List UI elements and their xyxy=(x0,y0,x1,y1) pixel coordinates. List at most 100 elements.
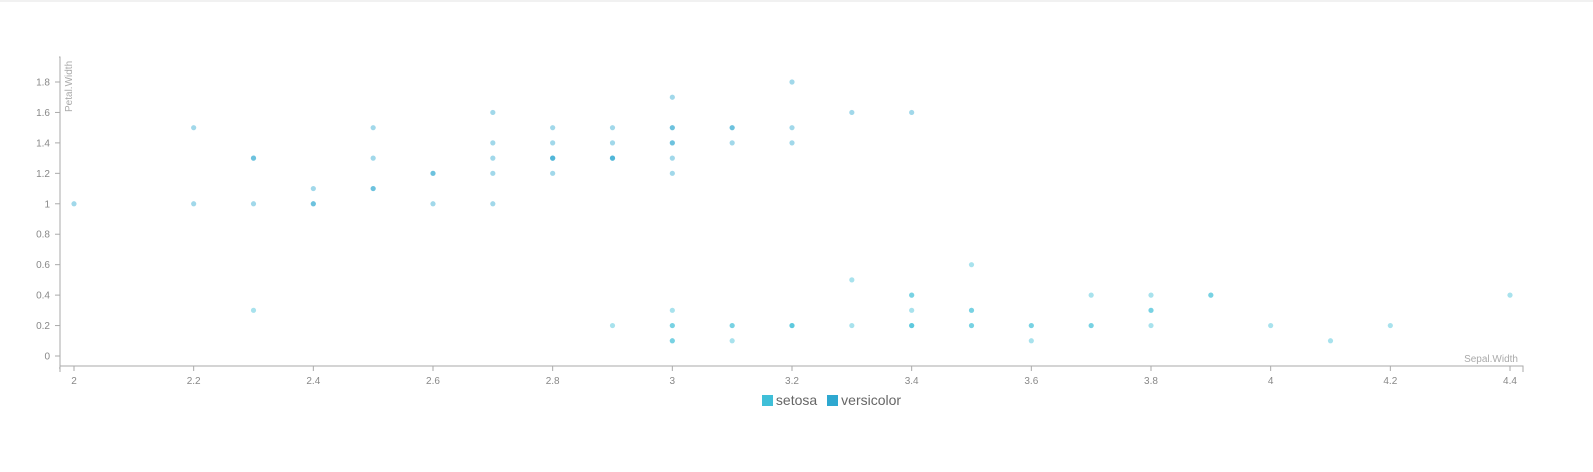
data-point-setosa[interactable] xyxy=(789,322,795,329)
data-point-versicolor[interactable] xyxy=(250,155,257,161)
data-point-versicolor[interactable] xyxy=(490,109,496,116)
data-point-setosa[interactable] xyxy=(669,338,675,344)
data-point-versicolor[interactable] xyxy=(609,155,616,161)
data-point-versicolor[interactable] xyxy=(669,125,675,131)
y-tick-label: 1.8 xyxy=(36,78,50,89)
y-tick-label: 0 xyxy=(44,352,50,363)
data-point-versicolor[interactable] xyxy=(250,155,257,161)
data-point-setosa[interactable] xyxy=(669,322,675,329)
data-point-versicolor[interactable] xyxy=(550,125,556,131)
data-point-versicolor[interactable] xyxy=(609,125,616,131)
data-point-setosa[interactable] xyxy=(1327,338,1334,344)
data-point-versicolor[interactable] xyxy=(370,185,376,192)
data-point-setosa[interactable] xyxy=(1148,322,1154,329)
data-point-versicolor[interactable] xyxy=(191,201,197,207)
data-point-versicolor[interactable] xyxy=(789,140,795,146)
data-point-setosa[interactable] xyxy=(1028,338,1034,344)
data-point-versicolor[interactable] xyxy=(250,201,257,207)
data-point-setosa[interactable] xyxy=(789,322,795,329)
data-point-versicolor[interactable] xyxy=(430,170,436,176)
data-point-versicolor[interactable] xyxy=(71,201,77,207)
data-point-setosa[interactable] xyxy=(1208,292,1214,298)
data-point-setosa[interactable] xyxy=(968,307,975,313)
data-point-versicolor[interactable] xyxy=(669,170,675,176)
data-point-setosa[interactable] xyxy=(729,322,735,329)
x-tick-label: 4 xyxy=(1268,376,1274,387)
data-point-versicolor[interactable] xyxy=(789,125,795,131)
x-tick-label: 2.2 xyxy=(187,376,201,387)
data-point-setosa[interactable] xyxy=(909,322,915,329)
data-point-versicolor[interactable] xyxy=(789,79,795,85)
data-point-versicolor[interactable] xyxy=(550,155,556,161)
data-point-versicolor[interactable] xyxy=(550,155,556,161)
data-point-versicolor[interactable] xyxy=(490,155,496,161)
data-point-versicolor[interactable] xyxy=(609,155,616,161)
data-point-setosa[interactable] xyxy=(1028,322,1034,329)
data-point-setosa[interactable] xyxy=(909,292,915,298)
data-point-setosa[interactable] xyxy=(609,322,616,329)
data-point-setosa[interactable] xyxy=(669,307,675,313)
data-point-versicolor[interactable] xyxy=(729,125,735,131)
data-point-setosa[interactable] xyxy=(968,322,975,329)
data-point-setosa[interactable] xyxy=(1148,307,1154,313)
data-point-setosa[interactable] xyxy=(669,322,675,329)
data-point-versicolor[interactable] xyxy=(430,201,436,207)
data-point-versicolor[interactable] xyxy=(550,170,556,176)
data-point-setosa[interactable] xyxy=(1088,292,1094,298)
data-point-setosa[interactable] xyxy=(1507,292,1513,298)
data-point-versicolor[interactable] xyxy=(490,201,496,207)
y-tick-label: 0.4 xyxy=(36,291,50,302)
data-point-versicolor[interactable] xyxy=(669,140,675,146)
legend-item-setosa[interactable]: setosa xyxy=(761,392,818,408)
data-point-setosa[interactable] xyxy=(1148,307,1154,313)
data-point-setosa[interactable] xyxy=(1148,292,1154,298)
data-point-versicolor[interactable] xyxy=(310,201,316,207)
data-point-versicolor[interactable] xyxy=(490,170,496,176)
x-axis: 2 2.2 2.4 2.6 2.8 3 3.2 3.4 3.6 3.8 4 4.2 4.4 xyxy=(59,365,1524,387)
data-point-setosa[interactable] xyxy=(1268,322,1274,329)
data-point-versicolor[interactable] xyxy=(550,155,556,161)
legend-label-setosa: setosa xyxy=(775,392,818,408)
data-point-setosa[interactable] xyxy=(968,307,975,313)
data-point-versicolor[interactable] xyxy=(370,185,376,192)
data-point-versicolor[interactable] xyxy=(669,125,675,131)
data-point-versicolor[interactable] xyxy=(909,109,915,116)
data-point-setosa[interactable] xyxy=(1028,322,1034,329)
data-point-versicolor[interactable] xyxy=(370,155,376,161)
data-point-versicolor[interactable] xyxy=(669,140,675,146)
data-point-versicolor[interactable] xyxy=(370,125,376,131)
legend-label-versicolor: versicolor xyxy=(841,392,902,408)
data-point-setosa[interactable] xyxy=(1387,322,1393,329)
data-point-setosa[interactable] xyxy=(250,307,257,313)
data-point-setosa[interactable] xyxy=(1088,322,1094,329)
data-point-setosa[interactable] xyxy=(968,262,975,268)
legend-item-versicolor[interactable]: versicolor xyxy=(827,392,901,408)
data-point-setosa[interactable] xyxy=(1088,322,1094,329)
data-point-setosa[interactable] xyxy=(729,338,735,344)
data-point-setosa[interactable] xyxy=(909,322,915,329)
data-point-versicolor[interactable] xyxy=(310,185,316,192)
data-point-setosa[interactable] xyxy=(849,322,855,329)
data-point-versicolor[interactable] xyxy=(849,109,855,116)
data-point-setosa[interactable] xyxy=(669,338,675,344)
data-point-setosa[interactable] xyxy=(968,322,975,329)
data-point-setosa[interactable] xyxy=(789,322,795,329)
data-point-setosa[interactable] xyxy=(909,322,915,329)
data-point-versicolor[interactable] xyxy=(310,201,316,207)
data-point-setosa[interactable] xyxy=(729,322,735,329)
data-point-versicolor[interactable] xyxy=(669,155,675,161)
data-point-versicolor[interactable] xyxy=(609,140,616,146)
data-point-versicolor[interactable] xyxy=(729,140,735,146)
data-point-versicolor[interactable] xyxy=(729,125,735,131)
data-point-versicolor[interactable] xyxy=(430,170,436,176)
data-point-setosa[interactable] xyxy=(849,277,855,283)
data-point-setosa[interactable] xyxy=(909,292,915,298)
data-point-versicolor[interactable] xyxy=(191,125,197,131)
data-point-versicolor[interactable] xyxy=(609,155,616,161)
data-point-versicolor[interactable] xyxy=(550,140,556,146)
data-point-versicolor[interactable] xyxy=(490,140,496,146)
data-point-versicolor[interactable] xyxy=(669,94,675,100)
x-tick-label: 3.8 xyxy=(1144,376,1158,387)
data-point-setosa[interactable] xyxy=(909,307,915,313)
data-point-setosa[interactable] xyxy=(1208,292,1214,298)
